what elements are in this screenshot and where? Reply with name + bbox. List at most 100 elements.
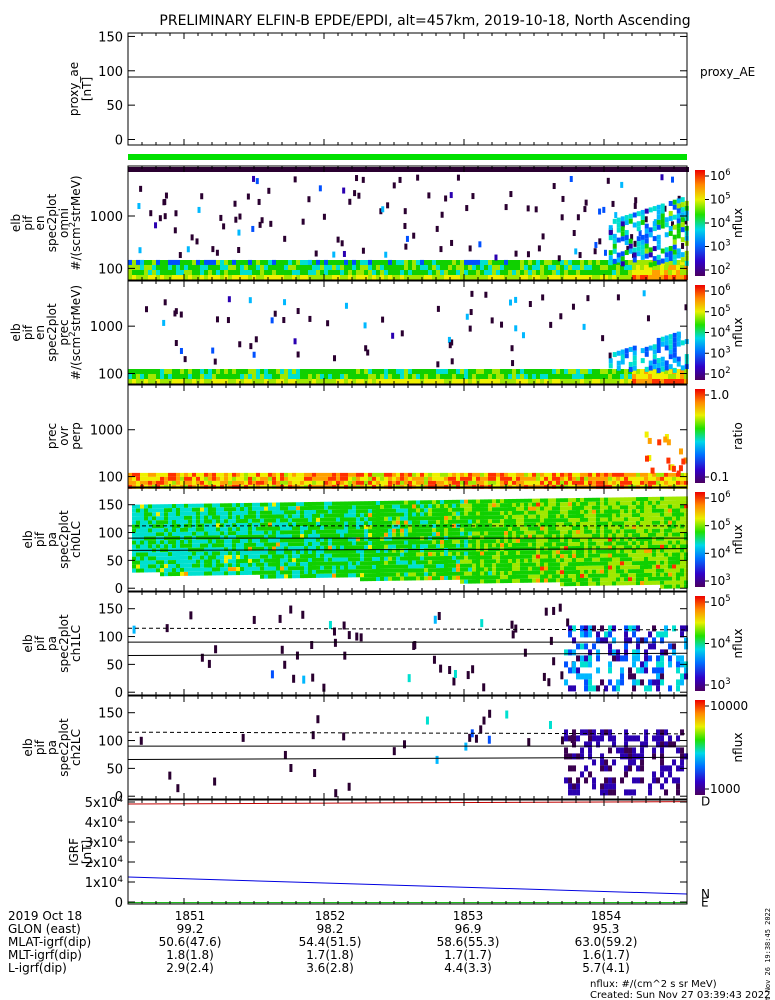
- heatmap-cell: [180, 567, 184, 572]
- heatmap-cell: [560, 534, 564, 539]
- heatmap-cell: [668, 270, 672, 275]
- heatmap-cell: [360, 545, 364, 550]
- heatmap-cell: [448, 519, 452, 524]
- heatmap-cell: [276, 369, 280, 374]
- heatmap-cell: [292, 260, 296, 265]
- heatmap-cell: [356, 167, 359, 172]
- heatmap-cell: [240, 531, 244, 536]
- heatmap-cell: [212, 259, 216, 265]
- heatmap-cell: [324, 505, 328, 510]
- heatmap-cell: [144, 275, 148, 280]
- heatmap-cell: [320, 260, 324, 265]
- heatmap-cell: [664, 232, 669, 238]
- heatmap-cell: [604, 374, 608, 379]
- heatmap-cell: [200, 551, 204, 556]
- heatmap-cell: [468, 555, 472, 560]
- heatmap-cell: [168, 568, 172, 573]
- heatmap-cell: [496, 535, 500, 540]
- heatmap-cell: [308, 542, 312, 547]
- heatmap-cell: [196, 527, 200, 532]
- heatmap-cell: [452, 265, 456, 270]
- heatmap-cell: [508, 260, 512, 265]
- heatmap-cell: [647, 455, 652, 462]
- heatmap-cell: [228, 476, 232, 481]
- heatmap-cell: [224, 515, 228, 520]
- heatmap-cell: [512, 566, 516, 571]
- heatmap-cell: [472, 476, 476, 481]
- heatmap-cell: [248, 480, 252, 485]
- heatmap-cell: [272, 546, 276, 551]
- heatmap-cell: [374, 167, 377, 172]
- heatmap-cell: [405, 235, 409, 242]
- heatmap-cell: [380, 275, 384, 280]
- heatmap-cell: [360, 501, 364, 506]
- heatmap-cell: [436, 520, 440, 525]
- heatmap-cell: [316, 557, 320, 562]
- heatmap-cell: [596, 537, 600, 542]
- heatmap-cell: [136, 568, 140, 573]
- heatmap-cell: [391, 332, 395, 339]
- heatmap-cell: [640, 476, 644, 481]
- heatmap-cell: [508, 476, 512, 481]
- heatmap-cell: [548, 167, 551, 172]
- heatmap-cell: [204, 511, 208, 516]
- heatmap-cell: [672, 249, 677, 255]
- heatmap-cell: [268, 534, 272, 539]
- heatmap-cell: [136, 504, 140, 509]
- heatmap-cell: [160, 564, 164, 569]
- heatmap-cell: [340, 501, 344, 506]
- heatmap-cell: [600, 577, 604, 582]
- heatmap-cell: [152, 167, 155, 172]
- heatmap-cell: [476, 265, 480, 270]
- heatmap-cell: [220, 563, 224, 568]
- heatmap-cell: [324, 270, 328, 275]
- heatmap-cell: [200, 369, 204, 374]
- heatmap-cell: [576, 514, 580, 519]
- heatmap-cell: [681, 458, 686, 465]
- heatmap-cell: [156, 516, 160, 521]
- heatmap-cell: [480, 575, 484, 580]
- heatmap-cell: [500, 511, 504, 516]
- heatmap-cell: [392, 500, 396, 505]
- heatmap-cell: [556, 518, 560, 523]
- heatmap-cell: [552, 502, 556, 507]
- heatmap-cell: [652, 369, 656, 374]
- heatmap-cell: [508, 499, 512, 504]
- heatmap-cell: [496, 507, 500, 512]
- heatmap-cell: [568, 578, 572, 583]
- heatmap-cell: [616, 537, 620, 542]
- heatmap-cell: [436, 265, 440, 270]
- heatmap-cell: [172, 512, 176, 517]
- heatmap-cell: [548, 546, 552, 551]
- heatmap-cell: [144, 369, 148, 374]
- heatmap-cell: [268, 374, 272, 379]
- heatmap-cell: [460, 472, 464, 477]
- heatmap-cell: [616, 501, 620, 506]
- heatmap-cell: [228, 539, 232, 544]
- heatmap-cell: [200, 503, 204, 508]
- heatmap-cell: [592, 472, 596, 477]
- heatmap-cell: [224, 260, 228, 265]
- heatmap-cell: [496, 374, 500, 379]
- heatmap-cell: [504, 535, 508, 540]
- heatmap-cell: [596, 517, 600, 522]
- heatmap-cell: [572, 526, 576, 531]
- heatmap-cell: [516, 472, 520, 477]
- heatmap-cell: [144, 512, 148, 517]
- heatmap-cell: [364, 505, 368, 510]
- heatmap-cell: [484, 555, 488, 560]
- heatmap-cell: [460, 480, 464, 485]
- heatmap-cell: [232, 259, 236, 265]
- heatmap-cell: [592, 275, 596, 280]
- heatmap-cell: [292, 554, 296, 559]
- heatmap-cell: [180, 571, 184, 576]
- heatmap-cell: [552, 476, 556, 481]
- heatmap-cell: [284, 506, 288, 511]
- heatmap-cell: [644, 374, 648, 379]
- heatmap-cell: [236, 275, 240, 280]
- heatmap-cell: [684, 472, 688, 477]
- heatmap-cell: [136, 564, 140, 569]
- heatmap-cell: [188, 379, 192, 384]
